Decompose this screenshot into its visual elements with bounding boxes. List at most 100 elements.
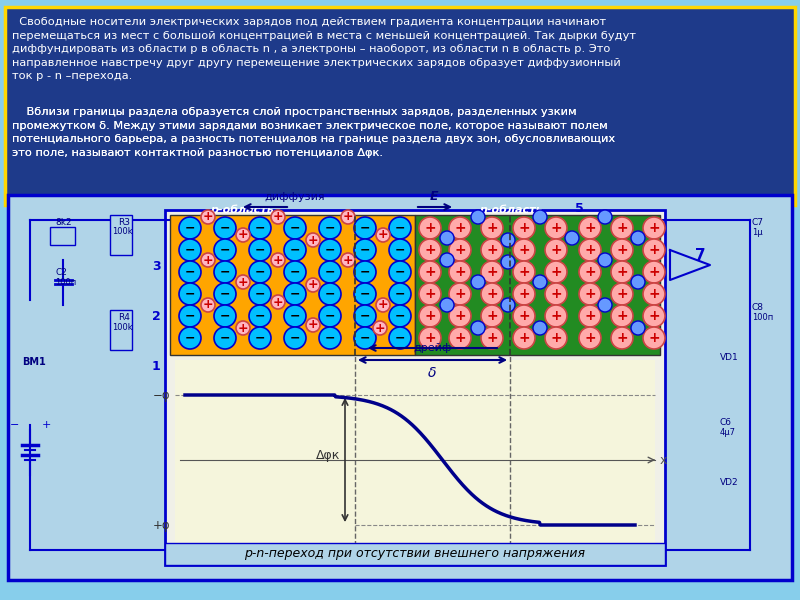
Text: +: + — [454, 243, 466, 257]
Text: −: − — [325, 265, 335, 278]
Text: 8k2: 8k2 — [55, 218, 72, 227]
Circle shape — [354, 261, 376, 283]
Circle shape — [354, 283, 376, 305]
Text: −: − — [254, 221, 266, 235]
Text: +: + — [648, 243, 660, 257]
Text: 1: 1 — [152, 360, 161, 373]
Circle shape — [611, 261, 633, 283]
Circle shape — [513, 217, 535, 239]
Circle shape — [533, 210, 547, 224]
Circle shape — [419, 283, 441, 305]
Text: −: − — [394, 331, 406, 344]
Circle shape — [449, 283, 471, 305]
Text: −: − — [360, 221, 370, 235]
Text: +: + — [616, 221, 628, 235]
Circle shape — [419, 261, 441, 283]
Text: −: − — [290, 221, 300, 235]
Circle shape — [249, 261, 271, 283]
Circle shape — [579, 283, 601, 305]
Text: −: − — [290, 331, 300, 344]
Circle shape — [545, 261, 567, 283]
Circle shape — [501, 298, 515, 312]
Text: +: + — [616, 331, 628, 345]
Circle shape — [533, 275, 547, 289]
Circle shape — [201, 253, 215, 267]
Text: −: − — [220, 265, 230, 278]
Circle shape — [214, 327, 236, 349]
Text: −: − — [360, 244, 370, 257]
Text: +: + — [202, 211, 214, 223]
Text: +: + — [486, 287, 498, 301]
Text: −: − — [185, 244, 195, 257]
Circle shape — [513, 327, 535, 349]
Text: +: + — [378, 298, 388, 311]
Text: −: − — [185, 265, 195, 278]
Text: 2: 2 — [152, 310, 161, 323]
Circle shape — [284, 327, 306, 349]
Circle shape — [481, 217, 503, 239]
Circle shape — [631, 275, 645, 289]
Circle shape — [179, 261, 201, 283]
Text: C6: C6 — [720, 418, 732, 427]
Text: +: + — [616, 265, 628, 279]
Circle shape — [389, 239, 411, 261]
Circle shape — [389, 305, 411, 327]
Circle shape — [481, 327, 503, 349]
Circle shape — [545, 239, 567, 261]
Text: C2: C2 — [55, 268, 67, 277]
Text: R4: R4 — [118, 313, 130, 322]
Text: +: + — [273, 295, 283, 308]
Circle shape — [513, 261, 535, 283]
Text: +: + — [616, 309, 628, 323]
Text: +: + — [202, 253, 214, 266]
Circle shape — [643, 239, 665, 261]
Text: +: + — [518, 287, 530, 301]
Text: −: − — [254, 310, 266, 323]
Circle shape — [376, 228, 390, 242]
Text: −: − — [394, 265, 406, 278]
Text: δ: δ — [428, 366, 437, 380]
Text: −: − — [360, 331, 370, 344]
Text: +: + — [454, 309, 466, 323]
Circle shape — [271, 210, 285, 224]
Text: Свободные носители электрических зарядов под действием градиента концентрации на: Свободные носители электрических зарядов… — [12, 17, 636, 82]
Circle shape — [341, 253, 355, 267]
Text: +: + — [424, 265, 436, 279]
Text: −: − — [360, 287, 370, 301]
Bar — [5, 7, 795, 205]
Text: −: − — [220, 287, 230, 301]
Circle shape — [611, 305, 633, 327]
Circle shape — [179, 239, 201, 261]
Text: −: − — [325, 310, 335, 323]
Circle shape — [643, 261, 665, 283]
Text: Δφк: Δφк — [316, 449, 340, 461]
Text: −: − — [325, 331, 335, 344]
Text: −: − — [254, 244, 266, 257]
Circle shape — [419, 327, 441, 349]
Circle shape — [471, 275, 485, 289]
Text: +: + — [308, 233, 318, 247]
Circle shape — [545, 283, 567, 305]
Text: E: E — [430, 190, 438, 203]
Text: ВМ1: ВМ1 — [22, 357, 46, 367]
Circle shape — [179, 305, 201, 327]
Circle shape — [631, 231, 645, 245]
Circle shape — [306, 278, 320, 292]
Circle shape — [354, 327, 376, 349]
Circle shape — [249, 305, 271, 327]
Text: −: − — [290, 265, 300, 278]
Circle shape — [354, 305, 376, 327]
Circle shape — [179, 283, 201, 305]
Circle shape — [481, 261, 503, 283]
Circle shape — [306, 233, 320, 247]
Text: −: − — [290, 310, 300, 323]
Circle shape — [611, 239, 633, 261]
Text: +: + — [550, 243, 562, 257]
Text: +: + — [518, 221, 530, 235]
Text: x: x — [660, 454, 667, 467]
Text: −: − — [360, 265, 370, 278]
Circle shape — [501, 233, 515, 247]
Circle shape — [373, 321, 387, 335]
Text: +: + — [378, 229, 388, 241]
Text: +: + — [486, 221, 498, 235]
